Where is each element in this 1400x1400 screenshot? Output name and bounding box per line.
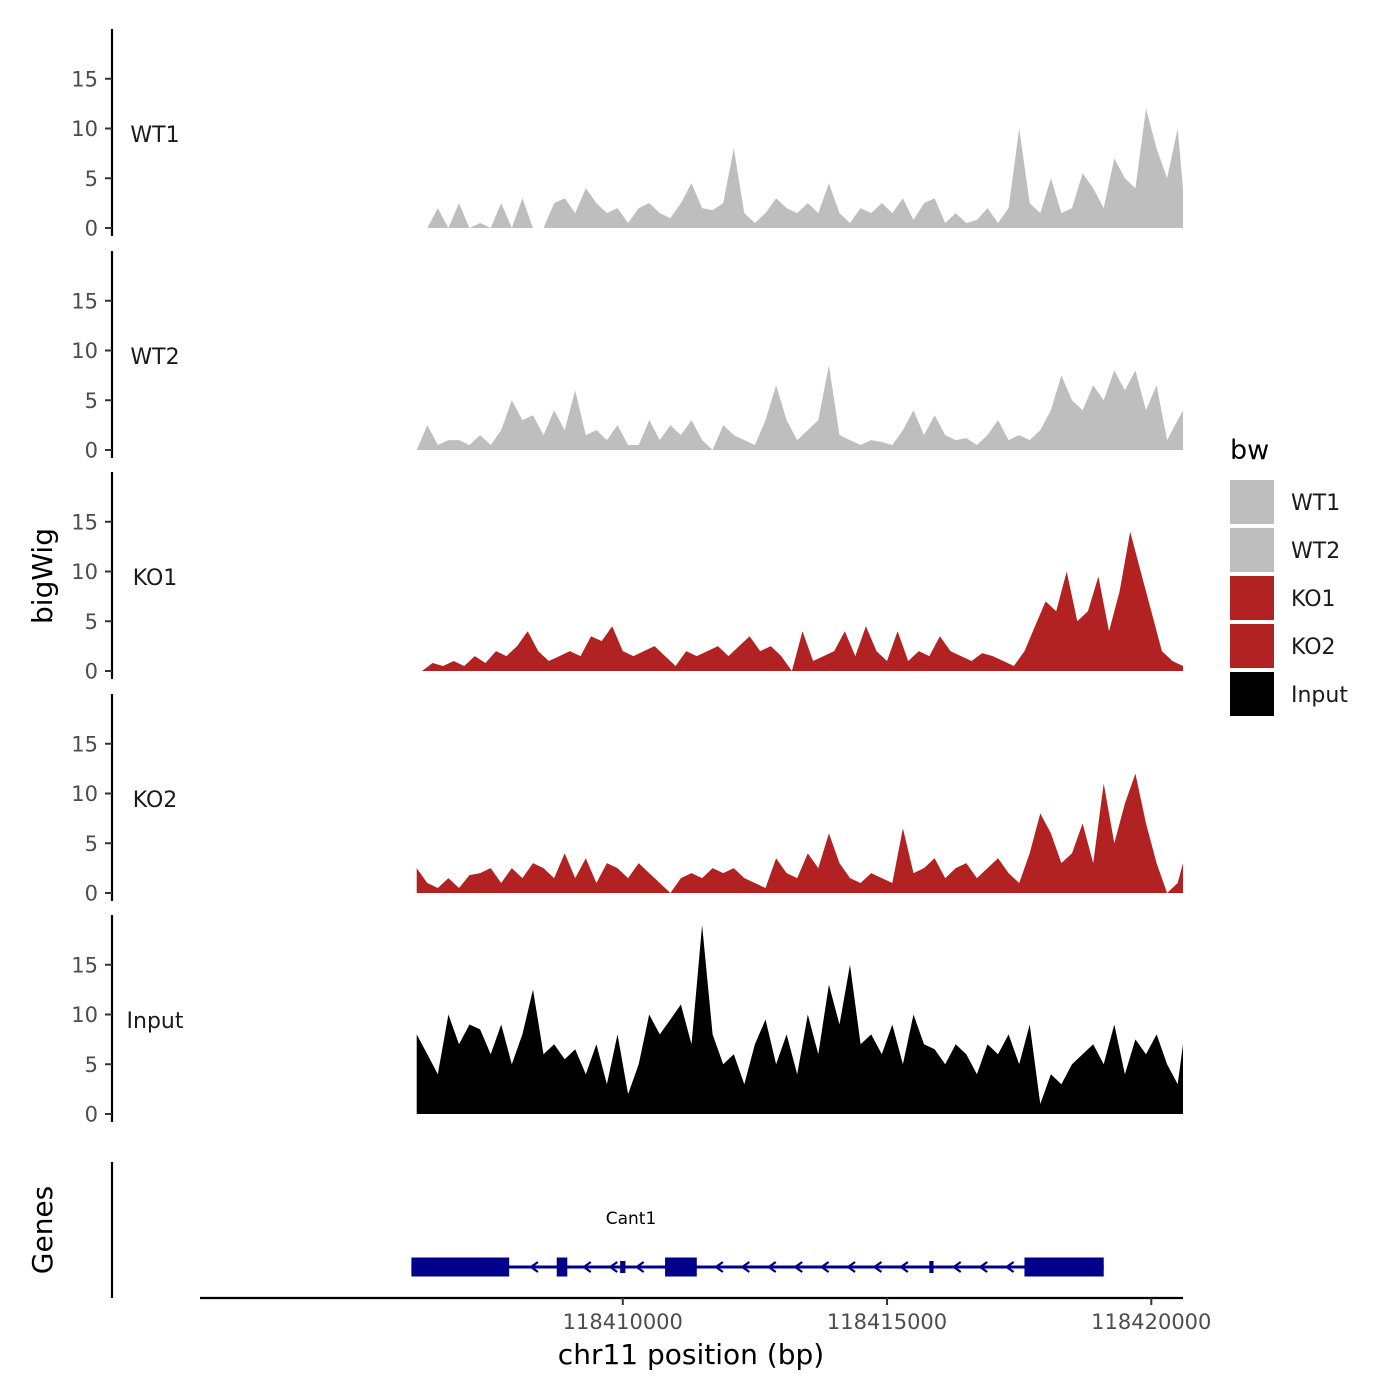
strand-arrow bbox=[819, 1261, 830, 1273]
legend-label-input: Input bbox=[1291, 683, 1348, 708]
gene-exon bbox=[665, 1257, 697, 1277]
track-label: WT1 bbox=[130, 123, 179, 148]
legend-key-ko1 bbox=[1230, 576, 1274, 620]
track-label: Input bbox=[127, 1009, 184, 1034]
area-input bbox=[416, 925, 1183, 1114]
legend-label-ko2: KO2 bbox=[1291, 635, 1336, 660]
legend-title: bw bbox=[1230, 435, 1269, 466]
strand-arrow bbox=[608, 1261, 618, 1273]
gene-exon bbox=[411, 1257, 510, 1277]
legend-key-wt1 bbox=[1230, 480, 1274, 524]
area-ko1 bbox=[422, 531, 1183, 671]
tracks-layer: 0 5 10 15 0 5 10 15 0 5 10 15 0 5 10 15 0 5 10 15 bbox=[71, 29, 1183, 1127]
strand-arrow bbox=[846, 1261, 856, 1273]
legend-key-ko2 bbox=[1230, 624, 1274, 668]
track-label: KO2 bbox=[133, 788, 178, 813]
strand-arrow bbox=[766, 1261, 777, 1273]
y-tick-label: 5 bbox=[85, 832, 98, 856]
gene-exon bbox=[556, 1257, 568, 1277]
strand-arrow bbox=[740, 1261, 750, 1273]
y-axis-title: bigWig bbox=[26, 528, 59, 624]
y-tick-label: 0 bbox=[85, 439, 98, 463]
gene-exon bbox=[620, 1261, 626, 1273]
strand-arrow bbox=[634, 1261, 645, 1273]
strand-arrow bbox=[1004, 1261, 1015, 1273]
strand-arrow bbox=[581, 1261, 592, 1273]
track-ko1: 0 5 10 15 bbox=[71, 472, 1183, 684]
strand-arrow bbox=[899, 1261, 909, 1273]
x-tick-label: 118420000 bbox=[1091, 1310, 1211, 1334]
y-tick-label: 10 bbox=[71, 1003, 98, 1027]
legend-label-ko1: KO1 bbox=[1291, 587, 1336, 612]
strand-arrow bbox=[793, 1261, 803, 1273]
y-tick-label: 5 bbox=[85, 167, 98, 191]
y-tick-label: 5 bbox=[85, 1053, 98, 1077]
x-tick-label: 118415000 bbox=[827, 1310, 947, 1334]
y-tick-label: 5 bbox=[85, 610, 98, 634]
gene-exon bbox=[1024, 1257, 1104, 1277]
y-tick-label: 15 bbox=[71, 67, 98, 91]
y-tick-label: 10 bbox=[71, 782, 98, 806]
track-labels-layer: WT1 WT2 KO1 KO2 Input bbox=[127, 123, 184, 1034]
gene-exon bbox=[929, 1261, 934, 1273]
track-ko2: 0 5 10 15 bbox=[71, 694, 1183, 906]
y-tick-label: 15 bbox=[71, 953, 98, 977]
x-tick-label: 118410000 bbox=[563, 1310, 683, 1334]
y-tick-label: 10 bbox=[71, 117, 98, 141]
y-tick-label: 0 bbox=[85, 1103, 98, 1127]
strand-arrow bbox=[951, 1261, 962, 1273]
legend: bw WT1 WT2 KO1 KO2 Input bbox=[1230, 435, 1348, 716]
area-ko2 bbox=[416, 773, 1183, 893]
track-wt1: 0 5 10 15 bbox=[71, 29, 1183, 241]
y-tick-label: 0 bbox=[85, 882, 98, 906]
area-wt1 bbox=[427, 108, 1183, 228]
gene-track: Cant1 bbox=[110, 1162, 1104, 1298]
gene-label: Cant1 bbox=[606, 1209, 657, 1229]
strand-arrow bbox=[978, 1261, 988, 1273]
y-tick-label: 15 bbox=[71, 289, 98, 313]
y-tick-label: 10 bbox=[71, 339, 98, 363]
y-tick-label: 10 bbox=[71, 560, 98, 584]
track-label: WT2 bbox=[130, 345, 179, 370]
y-tick-label: 0 bbox=[85, 217, 98, 241]
x-axis-title: chr11 position (bp) bbox=[558, 1338, 824, 1371]
x-axis: 118410000 118415000 118420000 bbox=[200, 1296, 1211, 1334]
track-wt2: 0 5 10 15 bbox=[71, 251, 1183, 463]
y-tick-label: 0 bbox=[85, 660, 98, 684]
track-label: KO1 bbox=[133, 566, 178, 591]
y-tick-label: 5 bbox=[85, 389, 98, 413]
area-wt2 bbox=[416, 365, 1183, 450]
legend-key-wt2 bbox=[1230, 528, 1274, 572]
legend-label-wt1: WT1 bbox=[1291, 491, 1340, 516]
strand-arrow bbox=[714, 1261, 724, 1273]
legend-key-input bbox=[1230, 672, 1274, 716]
track-input: 0 5 10 15 bbox=[71, 915, 1183, 1127]
genes-axis-title: Genes bbox=[26, 1186, 59, 1274]
strand-arrow bbox=[872, 1261, 883, 1273]
y-tick-label: 15 bbox=[71, 732, 98, 756]
legend-label-wt2: WT2 bbox=[1291, 539, 1340, 564]
y-tick-label: 15 bbox=[71, 510, 98, 534]
strand-arrow bbox=[529, 1261, 539, 1273]
